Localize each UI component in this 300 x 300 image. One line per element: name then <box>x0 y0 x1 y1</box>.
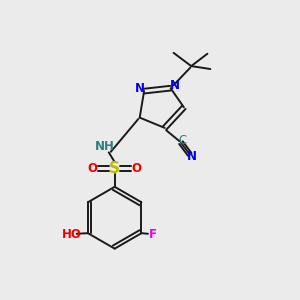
Text: N: N <box>135 82 145 95</box>
Text: O: O <box>132 162 142 175</box>
Text: HO: HO <box>62 228 82 241</box>
Text: N: N <box>187 150 196 163</box>
Text: F: F <box>148 228 157 241</box>
Text: S: S <box>109 161 120 176</box>
Text: C: C <box>178 134 187 147</box>
Text: O: O <box>88 162 98 175</box>
Text: NH: NH <box>94 140 114 153</box>
Text: N: N <box>170 79 180 92</box>
